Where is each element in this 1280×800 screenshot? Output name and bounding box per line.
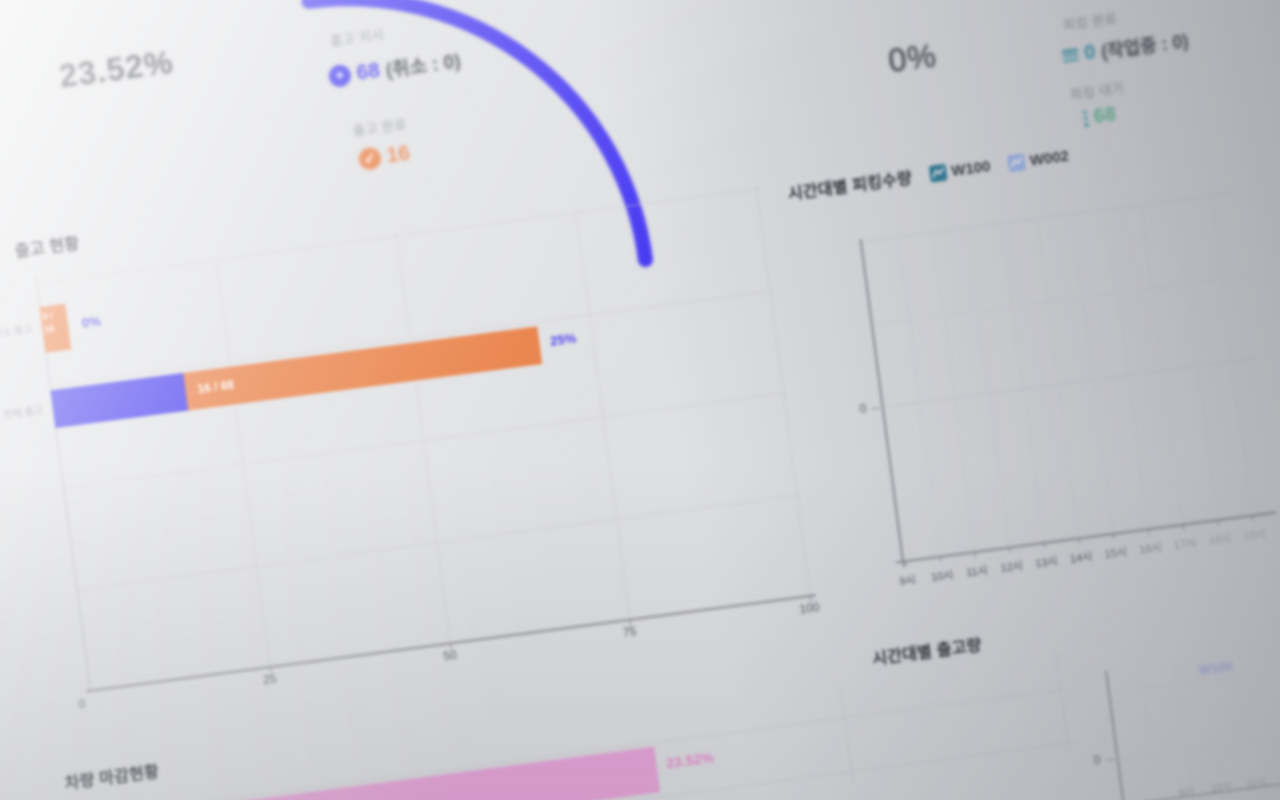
line-chart-icon — [928, 163, 948, 183]
bar-row2-orange — [183, 326, 543, 411]
picking-xtick: 16시 — [1138, 541, 1163, 557]
closing-bar-label: 23.52% — [665, 749, 715, 772]
bar-row2-label: 25% — [549, 330, 578, 349]
picking-xtick: 15시 — [1103, 546, 1128, 562]
dots-icon — [1082, 110, 1089, 127]
picking-xtick: 12시 — [999, 560, 1024, 575]
check-circle-icon: ✓ — [357, 146, 383, 172]
bar-row1-text: 0 / 16 — [42, 310, 55, 335]
bar-row1-label: 0% — [80, 313, 102, 331]
picking-gauge-value: 0% — [886, 37, 939, 80]
outbound-xtick: 11시 — [1245, 777, 1267, 791]
ship-order-value: 68 — [355, 58, 382, 85]
outbound-legend-faint: W100 — [1197, 658, 1234, 678]
picking-xtick: 19시 — [1242, 528, 1267, 543]
picking-xtick: 11시 — [965, 564, 989, 580]
shipping-xtick-0: 0 — [77, 696, 87, 712]
ship-done-value: 16 — [385, 141, 412, 168]
outbound-chart-title: 시간대별 출고량 — [871, 637, 983, 669]
closing-bar — [144, 746, 661, 800]
pick-done-value: 0 — [1082, 40, 1097, 64]
outbound-xtick: 9시 — [1178, 786, 1195, 800]
bar-row1-orange: 0 / 16 — [39, 303, 72, 353]
picking-xtick: 13시 — [1034, 555, 1059, 571]
shipping-chart-title: 출고 현황 — [13, 235, 81, 261]
shipping-xtick-100: 100 — [798, 599, 821, 617]
pick-done-kpi: 0 (작업중 : 0) — [1061, 27, 1190, 69]
legend-w002-label: W002 — [1028, 147, 1070, 170]
bar-row2-blue — [50, 372, 189, 429]
pick-done-working: (작업중 : 0) — [1100, 30, 1190, 63]
picking-xtick: 18시 — [1208, 532, 1232, 548]
shipping-gauge-value: 23.52% — [57, 43, 176, 95]
shipping-cat-1: 전체 출고 — [3, 405, 44, 422]
plus-circle-icon: + — [327, 63, 353, 88]
legend-item-w100[interactable]: W100 — [928, 157, 992, 183]
shipping-cat-0: 취소 출고 — [0, 324, 34, 341]
shipping-xtick-75: 75 — [622, 624, 638, 640]
pick-wait-kpi: 68 — [1082, 103, 1117, 130]
legend-item-w002[interactable]: W002 — [1006, 147, 1070, 172]
picking-xtick: 10시 — [930, 569, 955, 584]
closing-chart-title: 차량 마감현황 — [63, 763, 161, 793]
outbound-xtick: 10시 — [1210, 781, 1233, 796]
pick-wait-label: 피킹 대기 — [1069, 80, 1126, 103]
legend-w100-label: W100 — [950, 157, 992, 180]
pick-wait-value: 68 — [1092, 103, 1118, 128]
picking-chart-title: 시간대별 피킹수량 — [787, 170, 914, 204]
picking-ytick-0: 0 — [858, 401, 868, 416]
picking-xtick: 9시 — [898, 574, 917, 589]
shipping-xtick-50: 50 — [442, 647, 458, 664]
outbound-ytick-0: 0 — [1092, 752, 1102, 768]
pick-done-label: 피킹 완료 — [1062, 11, 1118, 33]
shipping-xtick-25: 25 — [262, 671, 278, 688]
picking-xtick: 17시 — [1173, 537, 1198, 553]
shipping-gauge-arc — [301, 0, 653, 268]
line-chart-icon — [1006, 152, 1027, 172]
list-icon — [1061, 48, 1080, 63]
picking-xtick: 14시 — [1069, 550, 1094, 566]
